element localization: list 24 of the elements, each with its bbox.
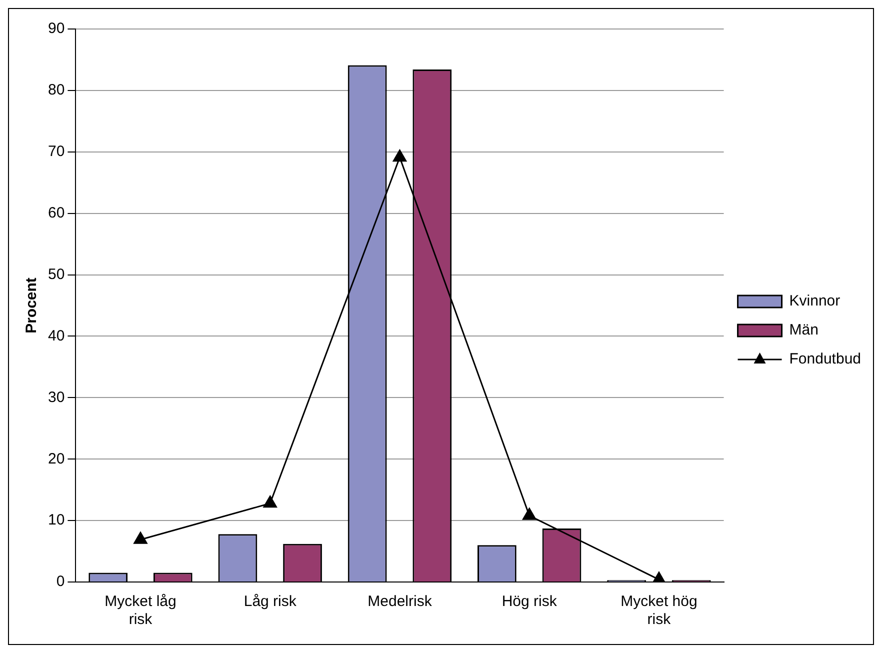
- x-tick-label: Låg risk: [244, 593, 297, 610]
- point: [263, 496, 277, 508]
- legend-label: Fondutbud: [789, 350, 862, 368]
- legend-label: Män: [789, 322, 818, 339]
- y-tick-label: 20: [48, 450, 65, 468]
- y-tick-label: 80: [48, 82, 65, 99]
- x-tick-label: Medelrisk: [368, 593, 432, 610]
- point: [392, 150, 407, 162]
- point: [652, 572, 666, 582]
- y-tick-label: 70: [48, 143, 65, 160]
- y-tick-label: 60: [48, 204, 65, 222]
- x-tick-label: Mycket hög risk: [620, 593, 698, 628]
- y-tick-label: 90: [48, 20, 65, 38]
- y-axis-title: Procent: [23, 278, 40, 334]
- x-tick-label: Hög risk: [502, 593, 558, 610]
- legend-label: Kvinnor: [789, 292, 840, 310]
- y-tick-label: 40: [48, 327, 65, 344]
- point: [522, 508, 536, 520]
- x-tick-label: Mycket låg risk: [104, 593, 176, 628]
- y-tick-label: 50: [48, 266, 65, 283]
- y-tick-label: 30: [48, 388, 65, 406]
- point: [134, 532, 148, 544]
- y-tick-label: 10: [48, 512, 65, 529]
- y-tick-label: 0: [56, 573, 65, 590]
